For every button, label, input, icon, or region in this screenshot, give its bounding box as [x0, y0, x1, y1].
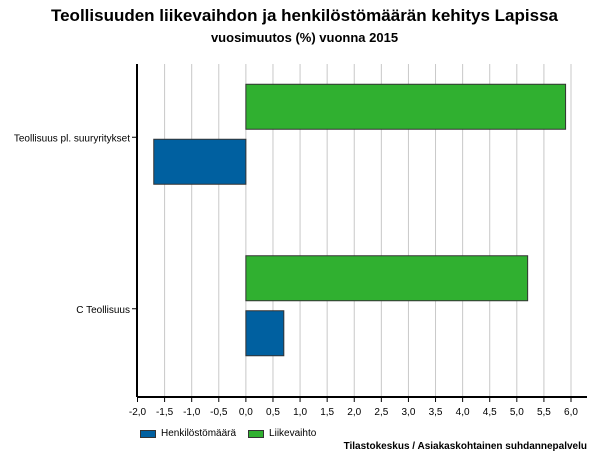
x-tick-label: 4,5	[483, 407, 497, 418]
source-note: Tilastokeskus / Asiakaskohtainen suhdann…	[343, 441, 587, 452]
legend: Henkilöstömäärä Liikevaihto	[140, 428, 328, 439]
legend-item-liikevaihto: Liikevaihto	[248, 428, 316, 439]
x-tick-label: 5,0	[510, 407, 524, 418]
chart-title: Teollisuuden liikevaihdon ja henkilöstöm…	[50, 6, 558, 25]
bar-liikevaihto	[245, 255, 529, 302]
x-tick-label: 3,0	[401, 407, 415, 418]
x-tick-label: 0,5	[266, 407, 280, 418]
x-tick-label: 6,0	[564, 407, 578, 418]
x-tick-label: 1,5	[320, 407, 334, 418]
x-tick-label: 2,0	[347, 407, 361, 418]
legend-label-liikevaihto: Liikevaihto	[269, 428, 317, 439]
x-tick-label: 1,0	[293, 407, 307, 418]
category-label: C Teollisuus	[76, 305, 130, 316]
x-tick-label: 3,5	[429, 407, 443, 418]
x-tick-label: 5,5	[537, 407, 551, 418]
bar-liikevaihto	[245, 83, 567, 130]
bar-henkilostomaara	[153, 138, 247, 185]
category-label: Teollisuus pl. suuryritykset	[14, 133, 130, 144]
legend-swatch-liikevaihto	[248, 429, 265, 438]
x-tick-label: -0,5	[210, 407, 228, 418]
x-tick-label: 0,0	[239, 407, 253, 418]
x-tick-label: 4,0	[456, 407, 470, 418]
chart-subtitle: vuosimuutos (%) vuonna 2015	[210, 30, 399, 45]
legend-item-henkilostomaara: Henkilöstömäärä	[140, 428, 236, 439]
x-tick-label: -1,5	[156, 407, 174, 418]
legend-label-henkilostomaara: Henkilöstömäärä	[161, 428, 237, 439]
x-tick-label: 2,5	[374, 407, 388, 418]
legend-swatch-henkilostomaara	[140, 429, 156, 438]
x-tick-label: -1,0	[183, 407, 201, 418]
bar-henkilostomaara	[245, 310, 285, 357]
x-tick-label: -2,0	[129, 407, 147, 418]
